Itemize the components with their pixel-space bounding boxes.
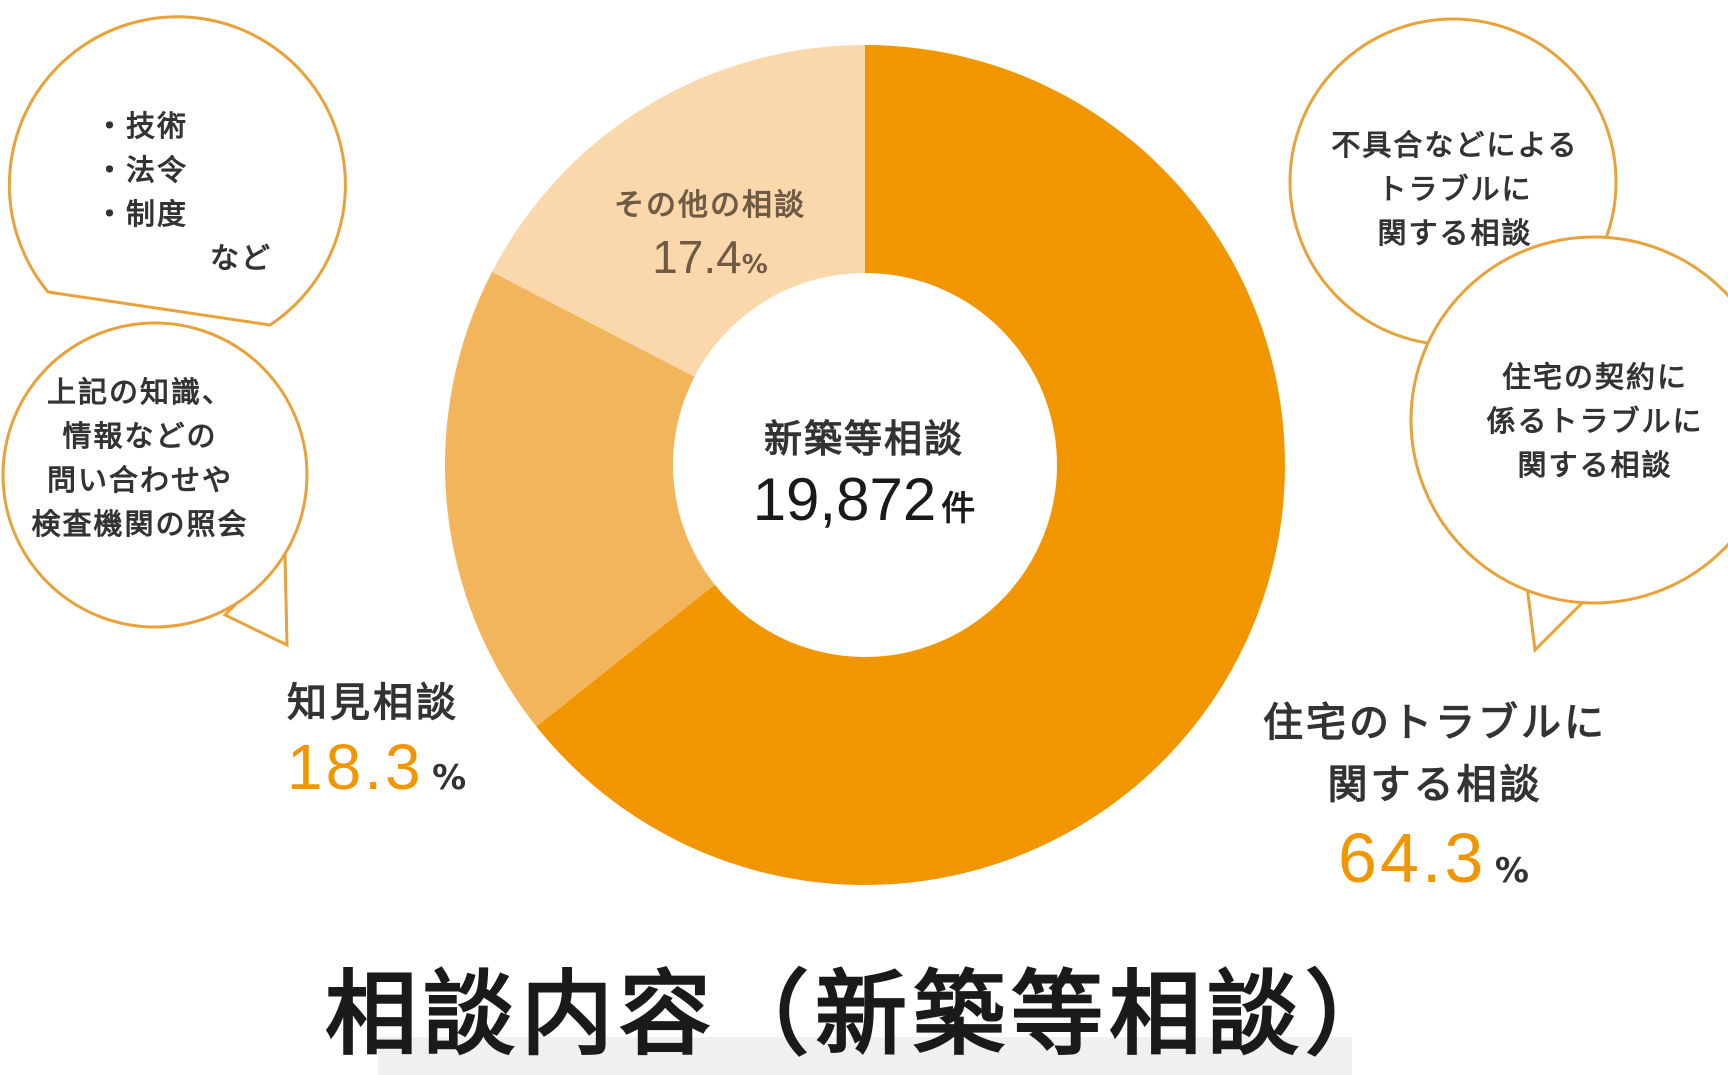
bubble-knowledge-line: 情報などの <box>62 419 218 453</box>
slice-unit-trouble: % <box>1494 851 1532 891</box>
slice-label-trouble-line: 関する相談 <box>1327 762 1543 808</box>
bubble-knowledge-line: 問い合わせや <box>46 463 233 497</box>
speech-bubble-knowledge-body <box>1 321 309 629</box>
bubble-tech-line: ・法令 <box>95 153 189 187</box>
speech-bubble-tech <box>7 15 347 327</box>
bubble-defect-line: 関する相談 <box>1377 216 1533 250</box>
donut-slice-other <box>491 45 865 377</box>
slice-value-other: 17.4 <box>652 231 742 283</box>
slice-label-trouble: 住宅のトラブルに 関する相談 64.3 % <box>1250 692 1620 898</box>
total-value: 19,872 <box>752 466 937 533</box>
bubble-defect-line: トラブルに <box>1377 172 1533 206</box>
slice-label-other: その他の相談 17.4% <box>580 180 840 284</box>
page-title: 相談内容（新築等相談） <box>324 961 1403 1068</box>
slice-value-trouble: 64.3 <box>1338 819 1487 897</box>
bubble-defect-text: 不具合などによる トラブルに 関する相談 <box>1315 123 1595 255</box>
speech-bubble-contract <box>1409 235 1728 605</box>
slice-label-knowledge-name: 知見相談 <box>287 680 459 726</box>
donut-slice-trouble <box>536 45 1286 886</box>
slice-unit-knowledge: % <box>432 758 470 798</box>
slice-value-knowledge: 18.3 <box>287 731 424 803</box>
slice-label-other-name: その他の相談 <box>614 188 806 223</box>
bubble-contract-text: 住宅の契約に 係るトラブルに 関する相談 <box>1460 355 1728 487</box>
bubble-contract-line: 係るトラブルに <box>1486 404 1704 438</box>
center-total: 19,872 件 <box>714 465 1014 534</box>
total-unit: 件 <box>941 489 976 529</box>
bubble-knowledge-text: 上記の知識、 情報などの 問い合わせや 検査機関の照会 <box>5 370 275 546</box>
bubble-contract-line: 関する相談 <box>1517 448 1673 482</box>
slice-unit-other: % <box>741 250 768 280</box>
center-label: 新築等相談 <box>763 417 964 461</box>
bubble-tech-suffix: など <box>210 241 273 275</box>
slice-label-knowledge: 知見相談 18.3 % <box>287 670 469 804</box>
bubble-defect-line: 不具合などによる <box>1331 128 1579 162</box>
donut-center: 新築等相談 19,872 件 <box>714 408 1014 534</box>
bubble-tech-line: ・制度 <box>95 197 189 231</box>
bubble-knowledge-line: 検査機関の照会 <box>31 507 249 541</box>
bubble-contract-line: 住宅の契約に <box>1501 360 1688 394</box>
bubble-tech-text: ・技術 ・法令 ・制度 など <box>95 104 272 280</box>
slice-label-trouble-line: 住宅のトラブルに <box>1263 700 1607 746</box>
slice-label-other-value: 17.4% <box>580 230 840 284</box>
bubble-tech-line: ・技術 <box>95 109 189 143</box>
slice-label-knowledge-value: 18.3 % <box>287 730 469 804</box>
title-underline-band <box>378 1037 1352 1075</box>
bubble-knowledge-line: 上記の知識、 <box>46 375 233 409</box>
slice-label-trouble-value: 64.3 % <box>1250 818 1620 898</box>
donut-slice-knowledge <box>445 271 715 727</box>
